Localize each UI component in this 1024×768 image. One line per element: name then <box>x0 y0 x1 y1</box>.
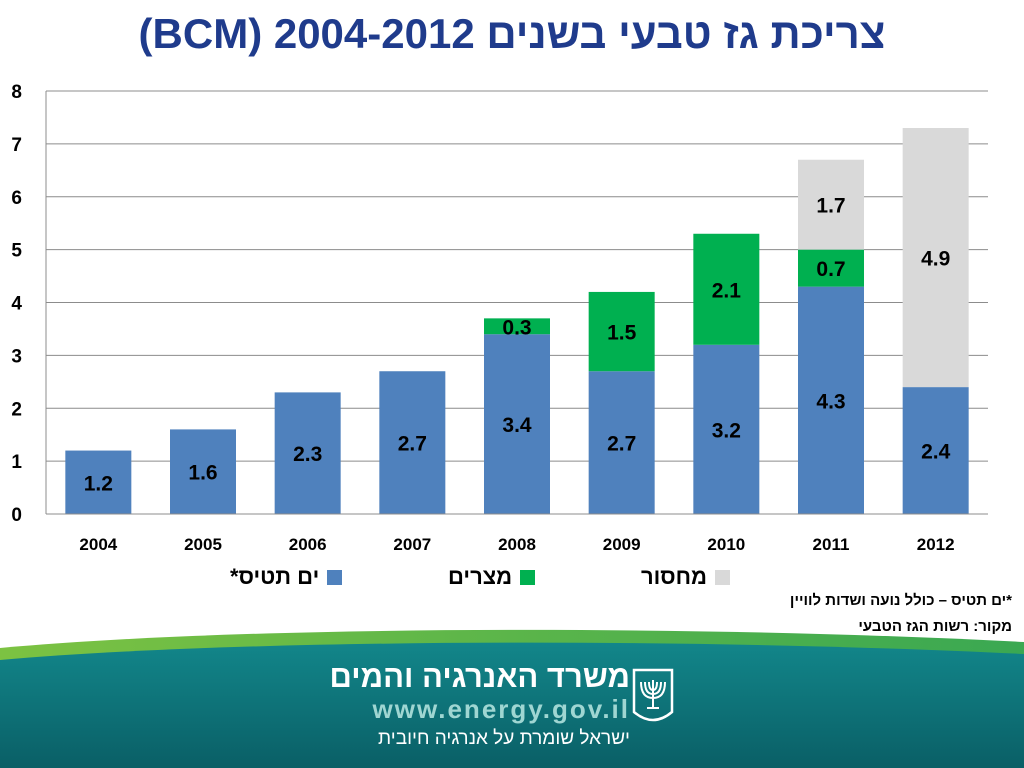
slide-title: צריכת גז טבעי בשנים 2004-2012 (BCM) <box>138 10 886 57</box>
x-tick-label: 2004 <box>79 535 117 554</box>
legend-item-shortage: מחסור <box>641 564 730 590</box>
bar-2007-series-0 <box>379 371 446 514</box>
data-label: 2.1 <box>712 279 742 302</box>
bar-2004-series-0 <box>65 450 132 514</box>
x-tick-label: 2009 <box>603 535 641 554</box>
y-tick-label: 1 <box>11 452 22 473</box>
ministry-block: משרד האנרגיה והמים www.energy.gov.il ישר… <box>300 660 630 754</box>
ministry-url: www.energy.gov.il <box>372 694 630 724</box>
data-label: 3.2 <box>712 419 741 442</box>
data-label: 2.7 <box>607 433 636 456</box>
x-tick-label: 2005 <box>184 535 222 554</box>
data-label: 1.2 <box>84 472 113 495</box>
legend-label: ים תטיס* <box>230 564 320 589</box>
data-label: 1.7 <box>816 195 845 218</box>
stacked-bar-chart: 1.2 1.6 2.3 2.7 3.4 0.3 2.7 1.5 3.2 2.1 4.3 0.7 1.7 2… <box>11 82 988 554</box>
bars <box>65 128 969 514</box>
y-tick-label: 5 <box>11 241 22 262</box>
legend-item-egypt: מצרים <box>448 564 536 590</box>
legend-swatch <box>520 569 536 585</box>
legend-item-yam-tetis: ים תטיס* <box>230 564 343 590</box>
bar-2006-series-0 <box>274 392 341 514</box>
data-label: 1.5 <box>607 322 637 345</box>
x-tick-label: 2011 <box>813 535 850 554</box>
bar-2010-series-1 <box>693 233 760 345</box>
y-tick-label: 4 <box>11 294 22 315</box>
data-label: 4.9 <box>921 248 950 271</box>
axes: 0 1 2 3 4 5 6 7 8 2004 2005 2006 2007 2008 2009 2010 201… <box>11 82 988 554</box>
y-tick-label: 0 <box>11 505 22 526</box>
legend-swatch <box>327 569 343 585</box>
bar-2008-series-0 <box>484 334 550 514</box>
data-label: 2.3 <box>293 443 322 466</box>
data-label: 0.7 <box>816 258 845 281</box>
legend: ים תטיס* מצרים מחסור <box>230 564 730 590</box>
data-label: 4.3 <box>816 390 845 413</box>
y-tick-label: 3 <box>11 346 22 367</box>
legend-label: מחסור <box>640 564 707 589</box>
x-tick-label: 2007 <box>393 535 431 554</box>
legend-swatch <box>715 569 730 585</box>
menorah-emblem-icon <box>632 668 674 722</box>
bar-2008-series-1 <box>484 318 550 335</box>
footnote: *ים תטיס – כולל נועה ושדות לוויין <box>789 592 1012 609</box>
bar-2012-series-0 <box>902 387 969 514</box>
data-label: 1.6 <box>188 462 217 485</box>
x-tick-label: 2006 <box>289 535 327 554</box>
bar-2005-series-0 <box>170 429 236 514</box>
x-tick-label: 2008 <box>498 535 536 554</box>
bar-2011-series-1 <box>798 249 864 287</box>
bar-2011-series-2 <box>798 159 864 250</box>
y-tick-label: 6 <box>11 188 22 209</box>
y-tick-label: 8 <box>11 82 22 103</box>
x-tick-label: 2012 <box>917 535 955 554</box>
x-tick-label: 2010 <box>707 535 745 554</box>
legend-label: מצרים <box>448 564 513 589</box>
y-tick-label: 2 <box>11 399 22 420</box>
data-label: 0.3 <box>502 316 531 339</box>
data-label: 2.7 <box>398 433 427 456</box>
bar-2009-series-1 <box>588 291 655 372</box>
data-labels: 1.2 1.6 2.3 2.7 3.4 0.3 2.7 1.5 3.2 2.1 4.3 0.7 1.7 2… <box>84 195 951 496</box>
data-label: 3.4 <box>502 414 532 437</box>
ministry-slogan: ישראל שומרת על אנרגיה חיובית <box>378 728 630 749</box>
bar-2011-series-0 <box>798 286 864 514</box>
bar-2010-series-0 <box>693 344 760 514</box>
bar-2009-series-0 <box>588 371 655 514</box>
data-label: 2.4 <box>921 441 951 464</box>
footer-band <box>0 629 1024 768</box>
y-tick-label: 7 <box>11 135 22 156</box>
source-note: מקור: רשות הגז הטבעי <box>858 618 1012 635</box>
ministry-name: משרד האנרגיה והמים <box>329 659 630 694</box>
bar-2012-series-2 <box>902 128 969 388</box>
